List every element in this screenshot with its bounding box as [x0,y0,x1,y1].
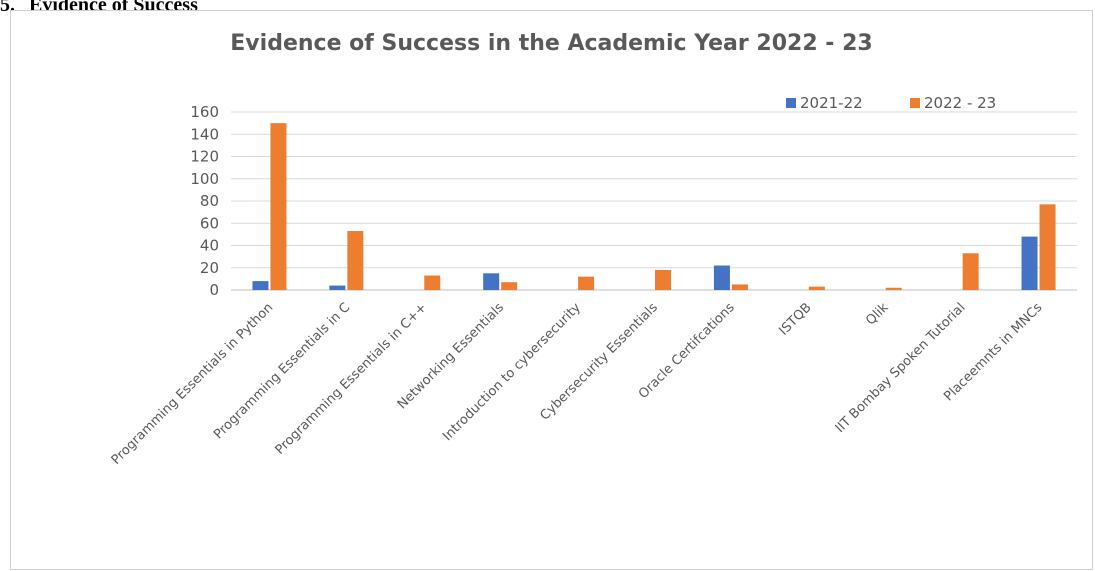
y-tick-label: 160 [190,103,219,121]
y-tick-label: 120 [190,148,219,166]
bar-series-1 [329,285,346,290]
bar-series-2 [962,253,979,290]
bar-chart: 0 20 40 60 80 100 120 140 160 Programming Essenti… [109,94,1077,468]
y-tick-label: 100 [190,170,219,188]
bar-series-2 [501,282,518,290]
bar-series-2 [885,287,902,290]
bar-series-2 [270,123,287,290]
category-label: Qlik [863,300,892,329]
y-tick-label: 0 [209,281,219,299]
category-label: Programming Essentials in C++ [273,300,431,458]
y-tick-label: 40 [200,237,219,255]
bar-series-2 [808,286,825,290]
bar-series-2 [578,276,595,290]
legend-swatch [786,98,796,108]
category-label: IIT Bombay Spoken Tutorial [833,300,969,436]
bar-series-2 [347,231,364,290]
bar-series-1 [1021,236,1038,290]
chart-title: Evidence of Success in the Academic Year… [230,31,873,56]
bar-series-1 [252,281,269,290]
category-label: Programming Essentials in C [211,300,353,442]
bar-series-2 [731,284,748,290]
bar-series-1 [713,265,730,290]
bar-series-1 [483,273,500,290]
legend-label: 2021-22 [800,94,863,112]
category-label: Introduction to cybersecurity [440,300,584,444]
category-label: ISTQB [776,300,814,338]
y-tick-label: 20 [200,259,219,277]
y-tick-label: 140 [190,125,219,143]
category-label: Programming Essentials in Python [109,300,277,468]
bar-series-2 [655,269,671,290]
legend-swatch [910,98,920,108]
chart-area: Evidence of Success in the Academic Year… [10,10,1093,570]
legend-label: 2022 - 23 [924,94,996,112]
bar-series-2 [1039,204,1056,290]
y-tick-label: 80 [200,192,219,210]
y-tick-label: 60 [200,214,219,232]
bar-series-2 [424,275,441,290]
